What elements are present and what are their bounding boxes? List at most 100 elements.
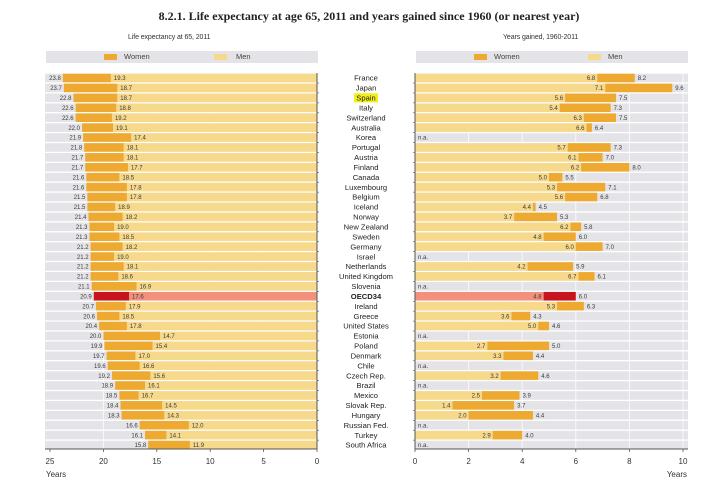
label-le-women: 21.6 bbox=[73, 185, 85, 191]
label-le-women: 21.2 bbox=[77, 265, 89, 271]
bar-gain-men bbox=[415, 143, 568, 152]
label-gain-men: 6.2 bbox=[571, 165, 580, 171]
value-labels: 23.8 19.3 6.8 8.2 23.7 18.7 7.1 9.6 22.8 18.7 5.6 7… bbox=[49, 76, 684, 449]
country-label: Hungary bbox=[352, 411, 381, 420]
bar-le-women bbox=[91, 282, 137, 291]
bar-le-men bbox=[160, 331, 317, 341]
bar-gain-men bbox=[415, 182, 558, 192]
bar-le-men bbox=[189, 440, 317, 450]
label-gain-men: 3.3 bbox=[493, 354, 502, 360]
bar-gain-women bbox=[583, 113, 616, 122]
bar-gain-women bbox=[559, 103, 611, 113]
bar-gain-men bbox=[415, 351, 504, 361]
label-le-men: 19.0 bbox=[117, 225, 129, 231]
label-gain-women: 7.3 bbox=[614, 106, 623, 112]
bar-le-men bbox=[117, 83, 317, 93]
bar-gain-men bbox=[415, 123, 587, 132]
label-gain-women: 5.0 bbox=[552, 344, 561, 350]
bar-gain-men bbox=[415, 73, 598, 83]
bar-gain-men bbox=[415, 311, 512, 321]
label-le-men: 16.9 bbox=[140, 285, 152, 291]
bar-le-women bbox=[139, 420, 189, 430]
label-gain-men: 6.1 bbox=[568, 156, 577, 162]
country-label: OECD34 bbox=[351, 292, 382, 301]
country-label: Portugal bbox=[352, 143, 381, 152]
bar-gain-men bbox=[415, 341, 488, 351]
legend-women-label: Women bbox=[124, 52, 150, 61]
bar-gain-women bbox=[581, 162, 630, 172]
label-le-men: 17.8 bbox=[130, 185, 142, 191]
bars bbox=[62, 73, 673, 450]
country-label: Australia bbox=[351, 123, 381, 132]
label-le-men: 18.5 bbox=[122, 175, 134, 181]
bar-gain-men bbox=[415, 301, 558, 311]
row-background-right bbox=[415, 252, 688, 261]
bar-le-women bbox=[148, 440, 190, 450]
label-gain-men: 1.4 bbox=[442, 404, 451, 410]
label-le-women: 18.4 bbox=[107, 404, 119, 410]
row-background-right bbox=[415, 351, 688, 361]
bar-le-men bbox=[123, 262, 317, 271]
x-tick-label-left: 20 bbox=[99, 457, 108, 466]
bar-le-men bbox=[123, 143, 317, 152]
label-gain-men: 6.8 bbox=[587, 76, 596, 82]
bar-le-men bbox=[119, 172, 317, 182]
bar-le-women bbox=[87, 192, 127, 202]
bar-le-men bbox=[114, 222, 317, 232]
label-le-men: 18.1 bbox=[127, 146, 139, 152]
bar-gain-men bbox=[415, 212, 515, 222]
label-gain-women: 4.3 bbox=[533, 314, 542, 320]
bar-le-men bbox=[164, 410, 317, 420]
bar-le-women bbox=[96, 311, 120, 321]
bar-le-men bbox=[115, 202, 317, 212]
bar-gain-women bbox=[597, 73, 635, 83]
bar-gain-women bbox=[511, 311, 531, 321]
legend-women-label: Women bbox=[494, 52, 520, 61]
bar-gain-women bbox=[543, 291, 576, 301]
label-gain-women: 8.2 bbox=[638, 76, 647, 82]
label-gain-men: 3.2 bbox=[490, 374, 499, 380]
country-label: Spain bbox=[356, 94, 375, 103]
label-not-available: n.a. bbox=[418, 384, 428, 390]
label-gain-women: 5.8 bbox=[584, 225, 593, 231]
label-le-women: 18.3 bbox=[108, 413, 120, 419]
label-gain-women: 4.0 bbox=[525, 433, 534, 439]
row-background-right bbox=[415, 391, 688, 400]
bar-le-women bbox=[84, 143, 124, 152]
label-le-women: 23.7 bbox=[50, 86, 62, 92]
x-tick-label-right: 0 bbox=[413, 457, 418, 466]
bar-le-women bbox=[120, 401, 163, 410]
label-gain-women: 6.1 bbox=[598, 275, 607, 281]
bar-le-women bbox=[90, 272, 119, 281]
country-label: Austria bbox=[354, 153, 378, 162]
bar-le-women bbox=[85, 153, 124, 162]
row-background-right bbox=[415, 341, 688, 351]
label-le-men: 14.5 bbox=[165, 404, 177, 410]
bar-gain-men bbox=[415, 192, 566, 202]
bar-le-men bbox=[126, 192, 317, 202]
bar-le-men bbox=[126, 321, 317, 331]
label-gain-men: 6.2 bbox=[560, 225, 569, 231]
row-background-right bbox=[415, 311, 688, 321]
label-le-women: 20.4 bbox=[85, 324, 97, 330]
row-background-right bbox=[415, 420, 688, 430]
label-le-men: 17.8 bbox=[130, 324, 142, 330]
bar-gain-men bbox=[415, 242, 576, 251]
label-gain-men: 2.9 bbox=[482, 433, 491, 439]
bar-gain-men bbox=[415, 410, 469, 420]
bar-gain-women bbox=[570, 222, 582, 232]
x-axis-title-left: Years bbox=[46, 470, 66, 479]
bar-le-women bbox=[82, 123, 114, 132]
bar-gain-women bbox=[549, 172, 563, 182]
label-le-men: 19.2 bbox=[115, 116, 127, 122]
label-le-women: 16.6 bbox=[126, 423, 138, 429]
left-legend: Women Men bbox=[46, 51, 318, 63]
row-background-right bbox=[415, 202, 688, 212]
bar-gain-women bbox=[482, 391, 520, 400]
label-gain-women: 8.0 bbox=[632, 165, 641, 171]
x-tick-label-left: 25 bbox=[46, 457, 55, 466]
label-le-men: 14.7 bbox=[163, 334, 175, 340]
bar-le-men bbox=[119, 232, 317, 242]
bar-le-women bbox=[90, 242, 123, 251]
label-gain-men: 2.0 bbox=[458, 413, 467, 419]
